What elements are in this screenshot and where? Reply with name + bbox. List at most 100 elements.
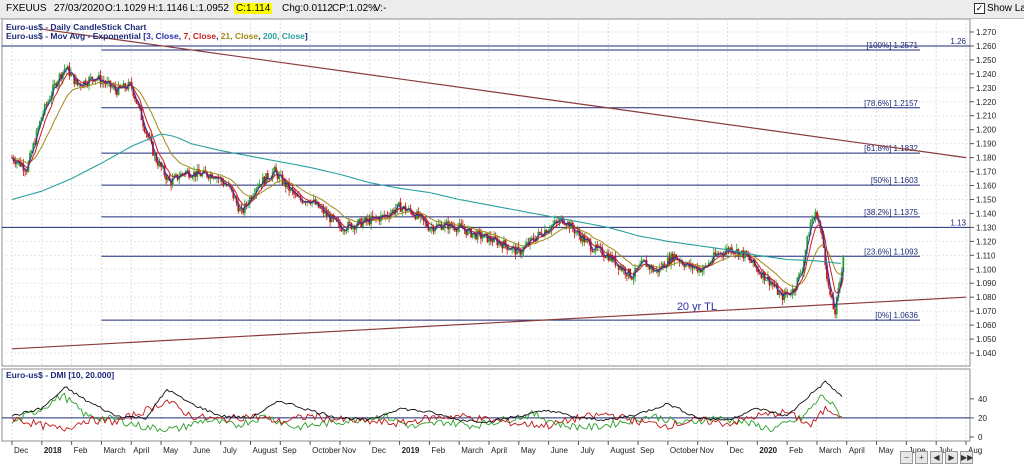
candle-body [629, 268, 632, 278]
candle-body [135, 99, 138, 104]
x-tick-label: October [312, 446, 341, 455]
chart-canvas: 1.2701.2601.2501.2401.2301.2201.2101.200… [1, 19, 997, 455]
candle-body [60, 74, 63, 79]
candle-body [739, 251, 741, 257]
candle-body [765, 280, 768, 281]
level-label: 1.26 [950, 37, 966, 46]
candle-body [91, 76, 94, 80]
candle-body [125, 88, 128, 90]
candle-body [581, 235, 584, 242]
x-tick-label: Feb [789, 446, 803, 455]
candle-body [78, 84, 81, 86]
candle-body [198, 169, 200, 174]
dmi-y-tick-label: 20 [978, 414, 987, 423]
x-axis: Dec 2018 Feb March April May June July August Sep… [11, 441, 982, 455]
candle-body [437, 224, 440, 226]
candle-body [493, 236, 495, 243]
candle-body [816, 211, 818, 219]
candle-body [348, 221, 351, 223]
candle-body [507, 249, 510, 251]
candle-body [393, 209, 395, 214]
candle-body [145, 132, 148, 134]
candle-body [207, 176, 210, 179]
candle-body [391, 209, 394, 214]
candle-body [627, 268, 630, 277]
candle-body [798, 273, 800, 278]
candle-body [166, 176, 169, 180]
candle-body [239, 208, 241, 212]
y-tick-label: 1.100 [976, 265, 997, 274]
ma-legend-entry: 7, Close [183, 31, 216, 41]
fib-label: [78.6%] 1.2157 [864, 99, 918, 108]
ma-legend-suffix: ] [305, 31, 308, 41]
scroll-left-icon[interactable]: ◀ [930, 451, 943, 464]
x-tick-label: May [879, 446, 894, 455]
candle-body [294, 193, 297, 195]
y-tick-label: 1.070 [976, 307, 997, 316]
candle-body [734, 253, 737, 254]
candle-body [319, 207, 322, 209]
show-last-label[interactable]: Show Last [987, 3, 1024, 14]
change-percent-value: CP:1.02% [332, 3, 378, 14]
candle-body [175, 174, 177, 176]
ema3-line [11, 67, 844, 310]
ma-legend-entry: 200, Close [263, 31, 305, 41]
candle-body [789, 294, 792, 296]
x-tick-label: June [551, 446, 569, 455]
candle-body [609, 254, 612, 261]
candle-body [835, 297, 838, 315]
zoom-out-icon[interactable]: − [900, 451, 913, 464]
candle-body [593, 251, 595, 253]
ma-legend-separator: , [179, 31, 184, 41]
candle-body [714, 252, 717, 255]
candle-body [448, 222, 451, 230]
candle-body [552, 224, 554, 226]
x-tick-label: May [521, 446, 536, 455]
candle-body [644, 259, 646, 261]
candle-body [625, 274, 628, 277]
candle-body [612, 256, 615, 262]
candle-body [142, 120, 145, 127]
candle-body [829, 285, 832, 295]
show-last-checkbox[interactable]: ✓ [974, 3, 985, 14]
candle-body [158, 162, 161, 166]
x-tick-label: Feb [74, 446, 88, 455]
candle-body [191, 176, 194, 178]
scroll-end-icon[interactable]: ▶▶ [960, 451, 974, 464]
candle-body [355, 225, 358, 230]
candle-body [365, 217, 368, 222]
candle-body [266, 173, 269, 180]
zoom-in-icon[interactable]: + [915, 451, 928, 464]
ma-legend-separator: , [258, 31, 263, 41]
candle-body [302, 201, 305, 203]
candle-body [466, 228, 469, 235]
candle-body [555, 220, 558, 222]
candle-body [119, 84, 122, 88]
candle-body [773, 284, 776, 287]
candle-body [685, 264, 687, 267]
candle-body [66, 66, 69, 68]
candle-body [834, 309, 837, 315]
candle-body [234, 197, 236, 199]
candle-body [293, 190, 295, 194]
candle-body [224, 184, 227, 186]
x-tick-label: August [610, 446, 636, 455]
candle-body [343, 230, 346, 232]
candle-body [809, 222, 812, 236]
candle-body [506, 245, 509, 250]
ma-legend: Euro-us$ - Mov Avg - Exponential [3, Clo… [6, 31, 308, 41]
dmi-y-tick-label: 40 [978, 395, 987, 404]
candle-body [70, 73, 72, 76]
y-tick-label: 1.230 [976, 84, 997, 93]
candle-body [419, 214, 422, 218]
candle-body [324, 211, 327, 214]
candle-body [565, 224, 568, 226]
x-tick-label: Dec [730, 446, 744, 455]
candle-body [732, 252, 735, 254]
fib-label: [0%] 1.0636 [875, 311, 918, 320]
scroll-right-icon[interactable]: ▶ [945, 451, 958, 464]
candle-body [383, 214, 386, 217]
x-tick-label: Dec [372, 446, 386, 455]
y-tick-label: 1.260 [976, 42, 997, 51]
candle-body [689, 263, 692, 268]
